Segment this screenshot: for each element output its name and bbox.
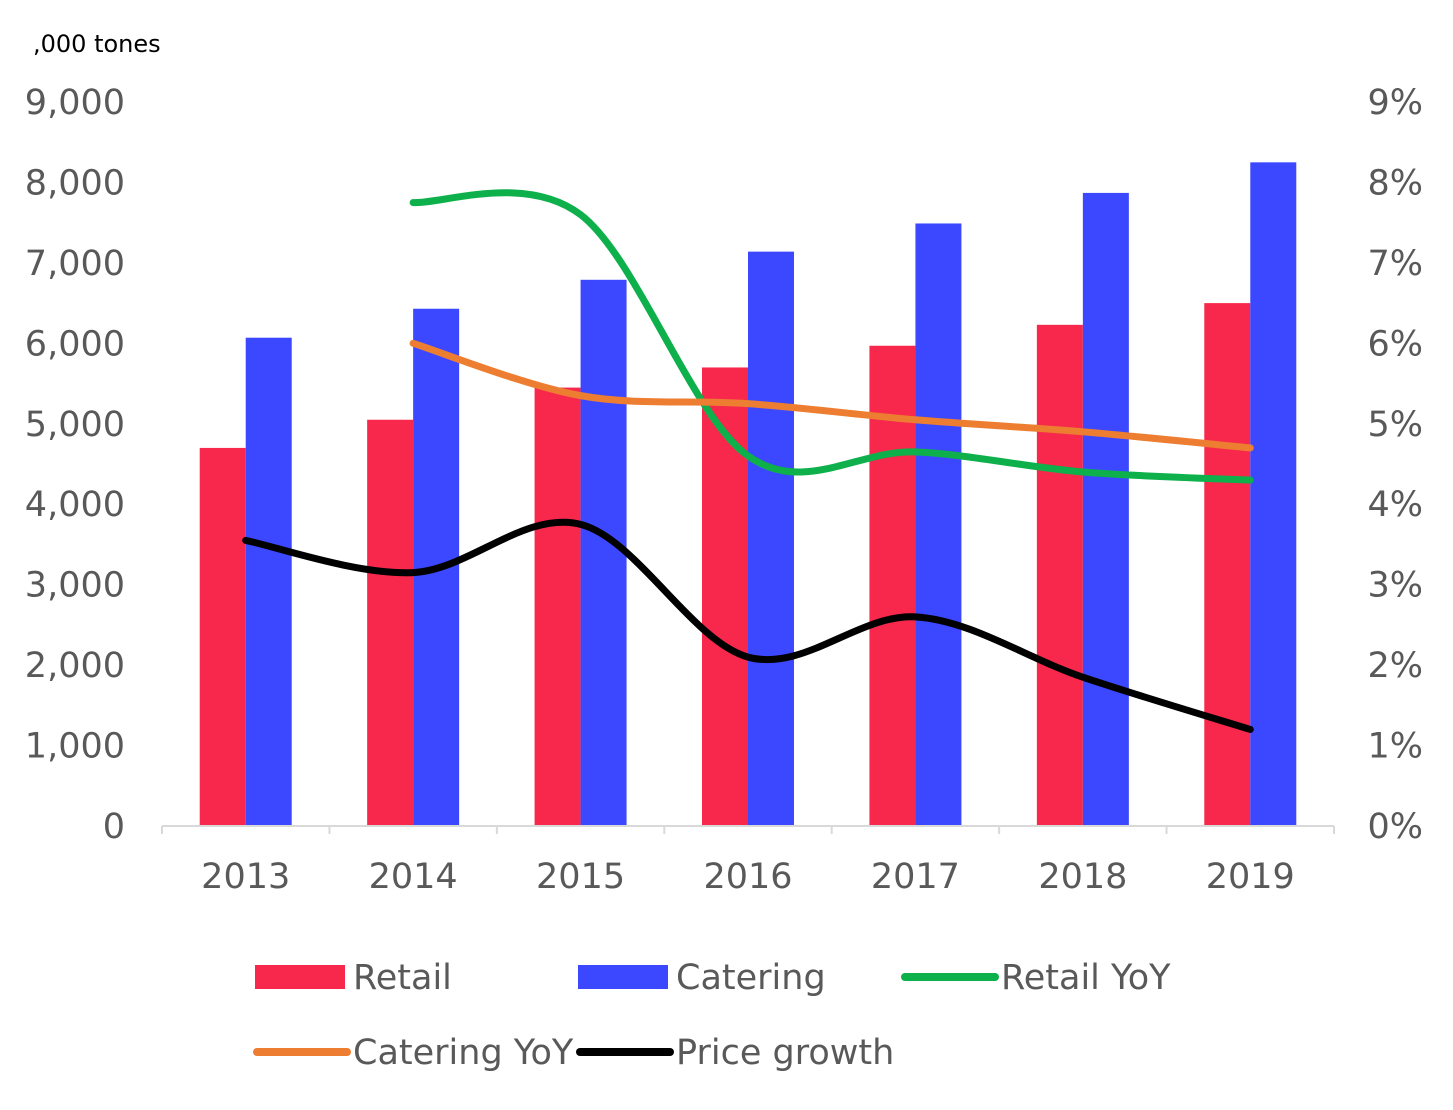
bar-catering	[1250, 162, 1297, 827]
y-tick-label: 0	[103, 807, 125, 847]
x-tick-label: 2014	[369, 857, 458, 897]
y-tick-label: 1,000	[25, 727, 125, 767]
bar-catering	[580, 279, 627, 826]
line-price-growth	[242, 518, 1254, 733]
legend-label-retail: Retail	[353, 958, 452, 998]
x-tick-label: 2013	[201, 857, 290, 897]
y2-tick-label: 1%	[1367, 727, 1423, 767]
y2-tick-label: 5%	[1367, 405, 1423, 445]
legend-swatch-retail	[255, 965, 345, 989]
y-tick-label: 2,000	[25, 646, 125, 686]
y2-tick-label: 6%	[1367, 324, 1423, 364]
y2-tick-label: 8%	[1367, 163, 1423, 203]
x-axis	[161, 825, 1335, 834]
x-tick-label: 2016	[703, 857, 792, 897]
y-tick-label: 3,000	[25, 566, 125, 606]
legend-label-retail-yoy: Retail YoY	[1001, 958, 1171, 998]
bar-retail	[199, 447, 246, 826]
bar-retail	[534, 387, 581, 826]
x-tick-label: 2019	[1206, 857, 1295, 897]
y-axis-unit-label: ,000 tones	[33, 30, 161, 58]
lines	[242, 189, 1254, 733]
y-tick-label: 4,000	[25, 485, 125, 525]
x-axis-ticks: 2013 2014 2015 2016 2017 2018 2019	[201, 857, 1295, 897]
y-tick-label: 9,000	[25, 83, 125, 123]
x-tick-label: 2018	[1038, 857, 1127, 897]
bar-retail	[1204, 303, 1251, 827]
legend-label-catering-yoy: Catering YoY	[353, 1033, 574, 1073]
y-axis-left-ticks: 0 1,000 2,000 3,000 4,000 5,000 6,000 7,000 8,00…	[25, 83, 125, 847]
bar-catering	[1082, 192, 1129, 826]
y2-tick-label: 7%	[1367, 244, 1423, 284]
y-tick-label: 7,000	[25, 244, 125, 284]
bar-catering	[245, 337, 292, 826]
y2-tick-label: 9%	[1367, 83, 1423, 123]
bars	[199, 162, 1297, 827]
y2-tick-label: 0%	[1367, 807, 1423, 847]
bar-catering	[915, 223, 962, 826]
legend-swatch-catering	[578, 965, 668, 989]
line-catering-yoy	[409, 339, 1254, 452]
y-axis-right-ticks: 0% 1% 2% 3% 4% 5% 6% 7% 8% 9%	[1367, 83, 1423, 847]
bar-retail	[702, 367, 748, 826]
y2-tick-label: 4%	[1367, 485, 1423, 525]
y2-tick-label: 2%	[1367, 646, 1423, 686]
legend-label-price-growth: Price growth	[676, 1033, 894, 1073]
y-tick-label: 5,000	[25, 405, 125, 445]
legend-label-catering: Catering	[676, 958, 826, 998]
legend: Retail Catering Retail YoY Catering YoY Pric…	[253, 958, 1171, 1073]
y-tick-label: 6,000	[25, 324, 125, 364]
line-retail-yoy	[409, 189, 1254, 484]
bar-catering	[748, 251, 794, 827]
bar-retail	[367, 419, 414, 826]
x-tick-label: 2017	[871, 857, 960, 897]
x-tick-label: 2015	[536, 857, 625, 897]
bar-retail	[869, 345, 916, 826]
y2-tick-label: 3%	[1367, 566, 1423, 606]
y-tick-label: 8,000	[25, 163, 125, 203]
bar-retail	[1036, 324, 1083, 826]
